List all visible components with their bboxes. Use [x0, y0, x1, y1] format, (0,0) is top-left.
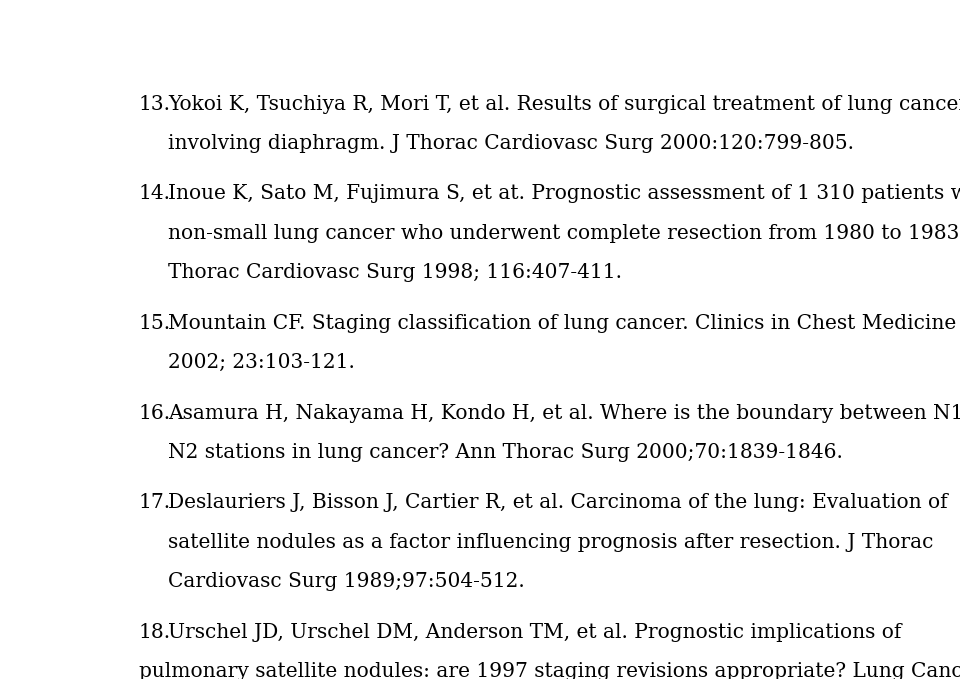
- Text: Asamura H, Nakayama H, Kondo H, et al. Where is the boundary between N1 and: Asamura H, Nakayama H, Kondo H, et al. W…: [168, 403, 960, 422]
- Text: Deslauriers J, Bisson J, Cartier R, et al. Carcinoma of the lung: Evaluation of: Deslauriers J, Bisson J, Cartier R, et a…: [168, 494, 948, 513]
- Text: Thorac Cardiovasc Surg 1998; 116:407-411.: Thorac Cardiovasc Surg 1998; 116:407-411…: [168, 263, 622, 282]
- Text: 2002; 23:103-121.: 2002; 23:103-121.: [168, 353, 355, 372]
- Text: non-small lung cancer who underwent complete resection from 1980 to 1983. J: non-small lung cancer who underwent comp…: [168, 223, 960, 242]
- Text: 17.: 17.: [138, 494, 171, 513]
- Text: pulmonary satellite nodules: are 1997 staging revisions appropriate? Lung Cancer: pulmonary satellite nodules: are 1997 st…: [138, 662, 960, 679]
- Text: Inoue K, Sato M, Fujimura S, et at. Prognostic assessment of 1 310 patients with: Inoue K, Sato M, Fujimura S, et at. Prog…: [168, 185, 960, 204]
- Text: satellite nodules as a factor influencing prognosis after resection. J Thorac: satellite nodules as a factor influencin…: [168, 533, 934, 551]
- Text: Yokoi K, Tsuchiya R, Mori T, et al. Results of surgical treatment of lung cancer: Yokoi K, Tsuchiya R, Mori T, et al. Resu…: [168, 94, 960, 113]
- Text: 14.: 14.: [138, 185, 171, 204]
- Text: 13.: 13.: [138, 94, 171, 113]
- Text: involving diaphragm. J Thorac Cardiovasc Surg 2000:120:799-805.: involving diaphragm. J Thorac Cardiovasc…: [168, 134, 854, 153]
- Text: 16.: 16.: [138, 403, 171, 422]
- Text: N2 stations in lung cancer? Ann Thorac Surg 2000;70:1839-1846.: N2 stations in lung cancer? Ann Thorac S…: [168, 443, 843, 462]
- Text: 18.: 18.: [138, 623, 171, 642]
- Text: 15.: 15.: [138, 314, 171, 333]
- Text: Cardiovasc Surg 1989;97:504-512.: Cardiovasc Surg 1989;97:504-512.: [168, 572, 525, 591]
- Text: Urschel JD, Urschel DM, Anderson TM, et al. Prognostic implications of: Urschel JD, Urschel DM, Anderson TM, et …: [168, 623, 901, 642]
- Text: Mountain CF. Staging classification of lung cancer. Clinics in Chest Medicine: Mountain CF. Staging classification of l…: [168, 314, 956, 333]
